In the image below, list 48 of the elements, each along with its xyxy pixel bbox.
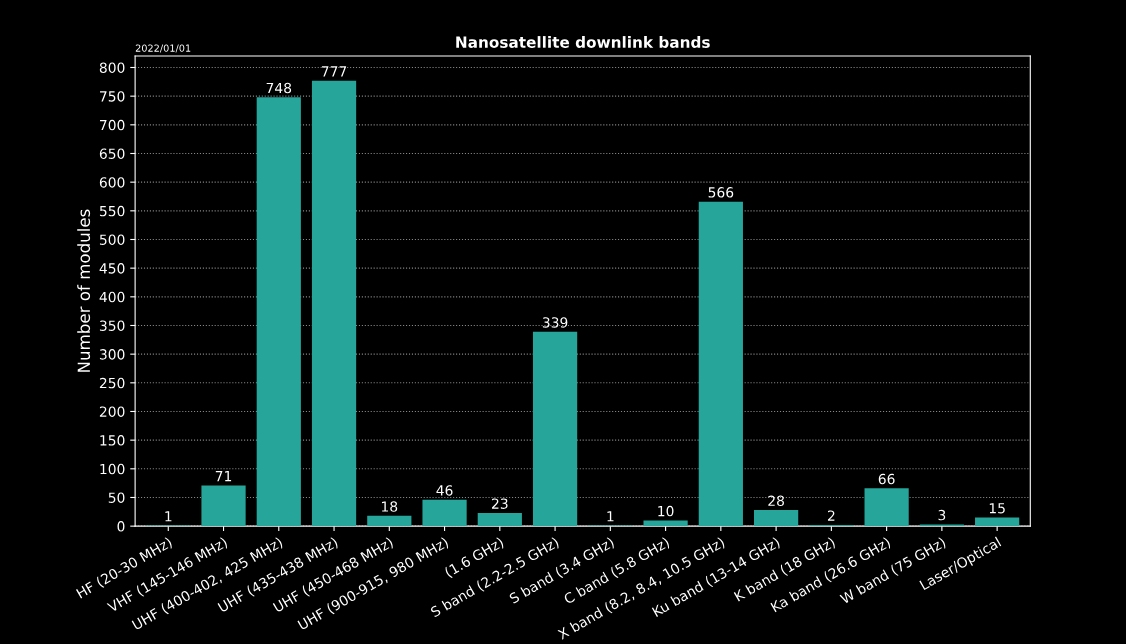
y-tick-label: 100 bbox=[100, 463, 125, 475]
data-label: 71 bbox=[215, 471, 232, 482]
data-label: 66 bbox=[878, 473, 895, 485]
y-tick-label: 750 bbox=[100, 91, 125, 102]
y-tick-label: 550 bbox=[99, 205, 125, 217]
data-label: 15 bbox=[989, 503, 1005, 514]
bar bbox=[477, 512, 522, 527]
data-label: 10 bbox=[658, 505, 674, 517]
y-tick-label: 400 bbox=[99, 291, 125, 303]
bar bbox=[201, 485, 246, 527]
data-label: 28 bbox=[768, 495, 784, 507]
data-label: 46 bbox=[436, 485, 453, 496]
data-label: 3 bbox=[938, 509, 946, 521]
y-tick-label: 250 bbox=[99, 377, 125, 389]
bar bbox=[422, 499, 467, 527]
y-tick-label: 800 bbox=[99, 62, 125, 73]
y-tick-label: 500 bbox=[99, 234, 125, 245]
data-label: 1 bbox=[165, 511, 172, 522]
data-label: 23 bbox=[492, 498, 508, 509]
bar bbox=[311, 80, 357, 527]
bar bbox=[532, 331, 578, 527]
chart-title: Nanosatellite downlink bands bbox=[456, 36, 710, 48]
bar bbox=[643, 520, 688, 527]
y-tick-label: 0 bbox=[117, 521, 125, 532]
y-tick-label: 50 bbox=[108, 492, 125, 503]
y-tick-label: 700 bbox=[100, 119, 125, 131]
bar bbox=[754, 510, 799, 527]
bar bbox=[256, 97, 301, 527]
y-tick-label: 300 bbox=[99, 349, 125, 360]
y-tick-label: 600 bbox=[99, 177, 125, 188]
y-axis-title: Number of modules bbox=[77, 209, 91, 372]
y-tick-label: 450 bbox=[99, 263, 125, 274]
data-label: 566 bbox=[708, 187, 734, 198]
data-label: 1 bbox=[607, 511, 614, 522]
text: 2022/01/01 bbox=[135, 44, 191, 53]
y-tick-label: 350 bbox=[99, 320, 125, 331]
bar bbox=[698, 201, 743, 527]
data-label: 18 bbox=[381, 501, 398, 512]
data-label: 748 bbox=[266, 82, 292, 94]
y-tick-label: 150 bbox=[100, 435, 125, 446]
y-tick-label: 650 bbox=[99, 148, 125, 159]
bar bbox=[975, 517, 1020, 527]
bar bbox=[864, 488, 909, 527]
bar bbox=[367, 515, 412, 527]
data-label: 339 bbox=[542, 317, 568, 328]
y-tick-label: 200 bbox=[99, 406, 125, 417]
data-label: 777 bbox=[321, 66, 347, 77]
data-label: 2 bbox=[827, 510, 835, 521]
